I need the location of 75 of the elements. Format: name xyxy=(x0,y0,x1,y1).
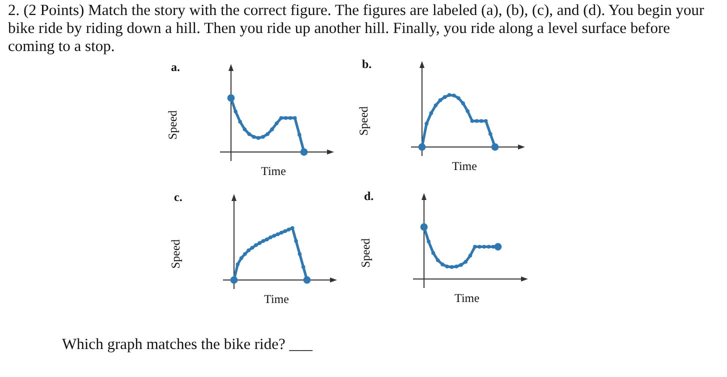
point xyxy=(276,232,280,236)
point xyxy=(474,119,479,123)
point xyxy=(246,248,250,252)
point xyxy=(258,241,262,245)
point xyxy=(452,94,456,98)
point xyxy=(234,110,238,114)
point xyxy=(431,251,436,255)
point xyxy=(254,243,258,248)
point xyxy=(239,256,244,260)
point xyxy=(440,262,444,266)
point xyxy=(424,122,428,126)
text: 2. (2 Points) Match the story with the correct figure. The figures are labeled (a), (b), (c), and (d). You begin your bike ride by riding down a hill. Then you ride up another hill. Finally, you ride along a level surface before coming to a stop. xyxy=(8,2,706,56)
point xyxy=(266,132,270,136)
chart-title: b. xyxy=(362,57,372,72)
point xyxy=(436,258,440,262)
point xyxy=(450,265,454,269)
point xyxy=(288,116,292,120)
point xyxy=(261,134,265,139)
point xyxy=(256,136,260,140)
point xyxy=(447,93,452,97)
point xyxy=(272,234,276,238)
x-axis-title: Time xyxy=(264,292,289,307)
point xyxy=(236,262,240,266)
point xyxy=(279,116,284,120)
point xyxy=(466,109,470,114)
point xyxy=(456,96,460,100)
y-axis-title: Speed xyxy=(358,238,374,268)
point xyxy=(242,127,247,132)
point xyxy=(298,252,302,256)
y-axis-title: Speed xyxy=(356,106,372,136)
point xyxy=(292,116,297,120)
point xyxy=(250,246,254,250)
text: Which graph matches the bike ride? ___ xyxy=(62,336,312,354)
point xyxy=(243,252,247,256)
point xyxy=(459,263,463,267)
point xyxy=(301,265,306,269)
x-axis-title: Time xyxy=(454,291,480,306)
point xyxy=(280,230,284,235)
point xyxy=(238,120,242,124)
point xyxy=(429,111,434,116)
point xyxy=(464,260,468,264)
point xyxy=(261,239,266,243)
point xyxy=(468,254,472,258)
point xyxy=(268,235,272,240)
point xyxy=(264,238,269,242)
point xyxy=(461,101,465,106)
x-axis-title: Time xyxy=(452,159,477,174)
point xyxy=(445,264,450,268)
chart-title: a. xyxy=(171,60,180,75)
point xyxy=(470,119,474,123)
point xyxy=(274,121,279,126)
point xyxy=(454,264,458,268)
point xyxy=(486,244,491,249)
point xyxy=(298,132,302,137)
y-axis-title: Speed xyxy=(166,110,180,140)
point xyxy=(283,229,287,234)
point xyxy=(426,240,431,244)
point xyxy=(286,228,291,232)
point xyxy=(438,98,442,102)
point xyxy=(442,95,447,99)
point xyxy=(479,119,484,123)
point xyxy=(284,116,288,120)
y-axis-title: Speed xyxy=(168,239,184,269)
point xyxy=(247,132,252,136)
point xyxy=(434,104,438,108)
point xyxy=(472,244,477,249)
point xyxy=(488,132,492,136)
x-axis-title: Time xyxy=(261,164,286,179)
point xyxy=(482,244,486,249)
point xyxy=(252,134,256,139)
point xyxy=(270,127,274,132)
point xyxy=(294,239,298,243)
chart-title: c. xyxy=(174,190,182,205)
chart-title: d. xyxy=(364,189,374,204)
point xyxy=(484,119,488,123)
